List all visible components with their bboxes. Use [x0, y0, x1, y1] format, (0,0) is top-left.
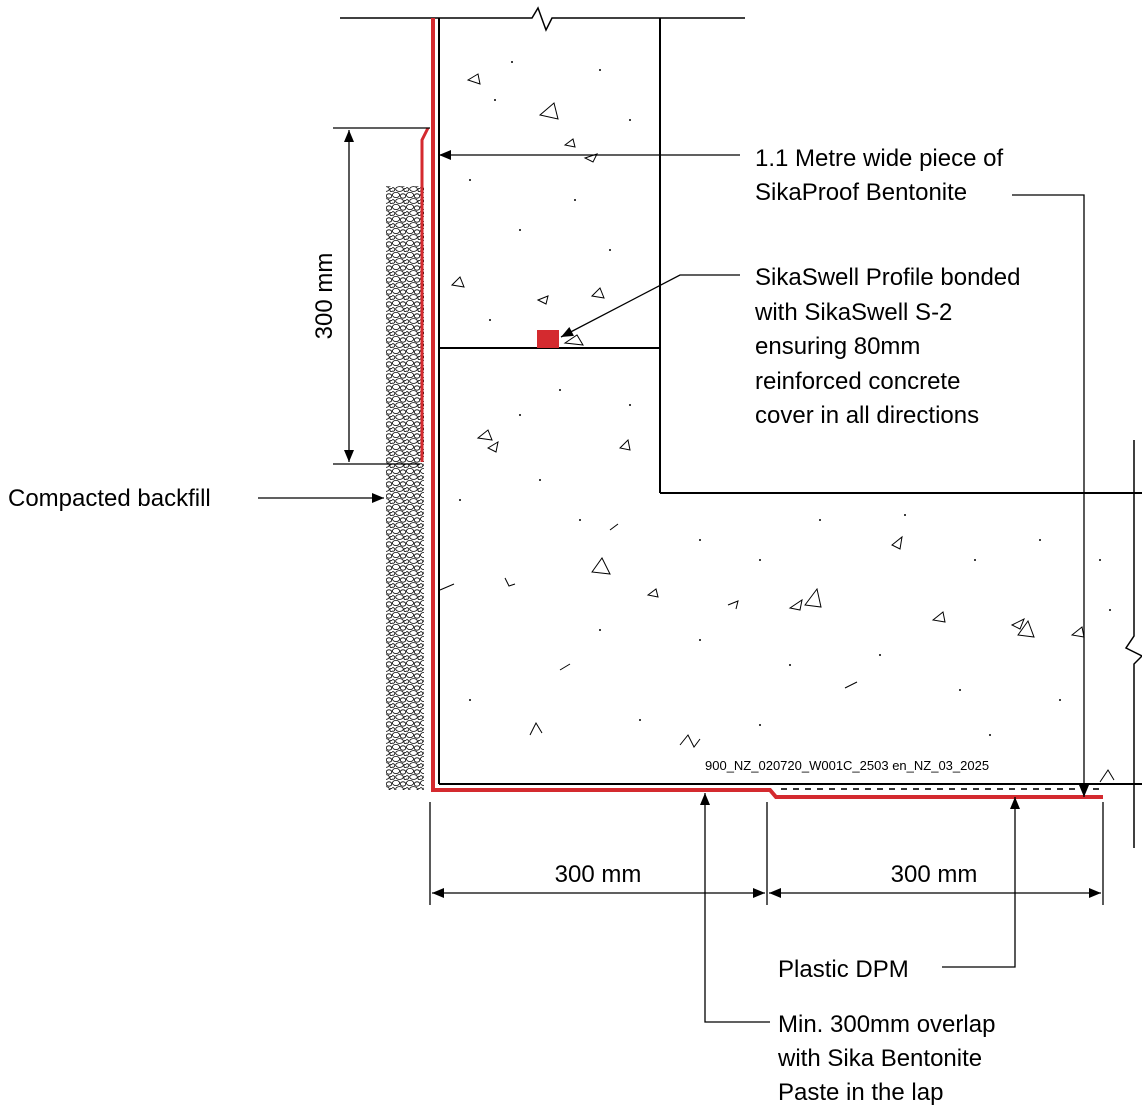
sikaswell-label-line-5: cover in all directions: [755, 402, 979, 429]
vertical-dimension: [333, 127, 430, 465]
bentonite-label: 1.1 Metre wide piece of SikaProof Benton…: [755, 145, 1010, 206]
concrete-aggregate-texture: [439, 73, 1115, 783]
bentonite-label-line-2: SikaProof Bentonite: [755, 179, 967, 206]
plastic-dpm: [776, 787, 1100, 794]
sikaswell-label-line-1: SikaSwell Profile bonded: [755, 264, 1021, 291]
leader-lines: [258, 150, 1089, 1023]
overlap-label-line-2: with Sika Bentonite: [777, 1045, 982, 1072]
right-break-line: [1124, 440, 1142, 848]
sikaswell-label-line-3: ensuring 80mm: [755, 333, 920, 360]
dpm-label: Plastic DPM: [778, 956, 909, 983]
horizontal-dimensions: [429, 802, 1104, 905]
vertical-dimension-label: 300 mm: [311, 253, 338, 340]
backfill-label: Compacted backfill: [8, 485, 211, 512]
bentonite-lap-piece: [420, 127, 430, 462]
compacted-backfill-gravel: [386, 186, 424, 790]
concrete-outline: [438, 18, 1142, 785]
top-break-line: [340, 6, 745, 32]
sikaswell-label-line-2: with SikaSwell S-2: [754, 299, 952, 326]
overlap-label-line-3: Paste in the lap: [778, 1079, 943, 1106]
overlap-label: Min. 300mm overlap with Sika Bentonite P…: [777, 1011, 1002, 1106]
bentonite-label-line-1: 1.1 Metre wide piece of: [755, 145, 1003, 172]
drawing-reference: 900_NZ_020720_W001C_2503 en_NZ_03_2025: [705, 758, 989, 773]
sikaswell-label: SikaSwell Profile bonded with SikaSwell …: [754, 264, 1027, 429]
sikaproof-bentonite-membrane: [431, 18, 1103, 799]
overlap-label-line-1: Min. 300mm overlap: [778, 1011, 995, 1038]
sikaswell-profile: [537, 330, 559, 348]
concrete-dots: [459, 61, 1111, 736]
sikaswell-label-line-4: reinforced concrete: [755, 368, 960, 395]
horizontal-dimension-right-label: 300 mm: [891, 861, 978, 888]
horizontal-dimension-left-label: 300 mm: [555, 861, 642, 888]
